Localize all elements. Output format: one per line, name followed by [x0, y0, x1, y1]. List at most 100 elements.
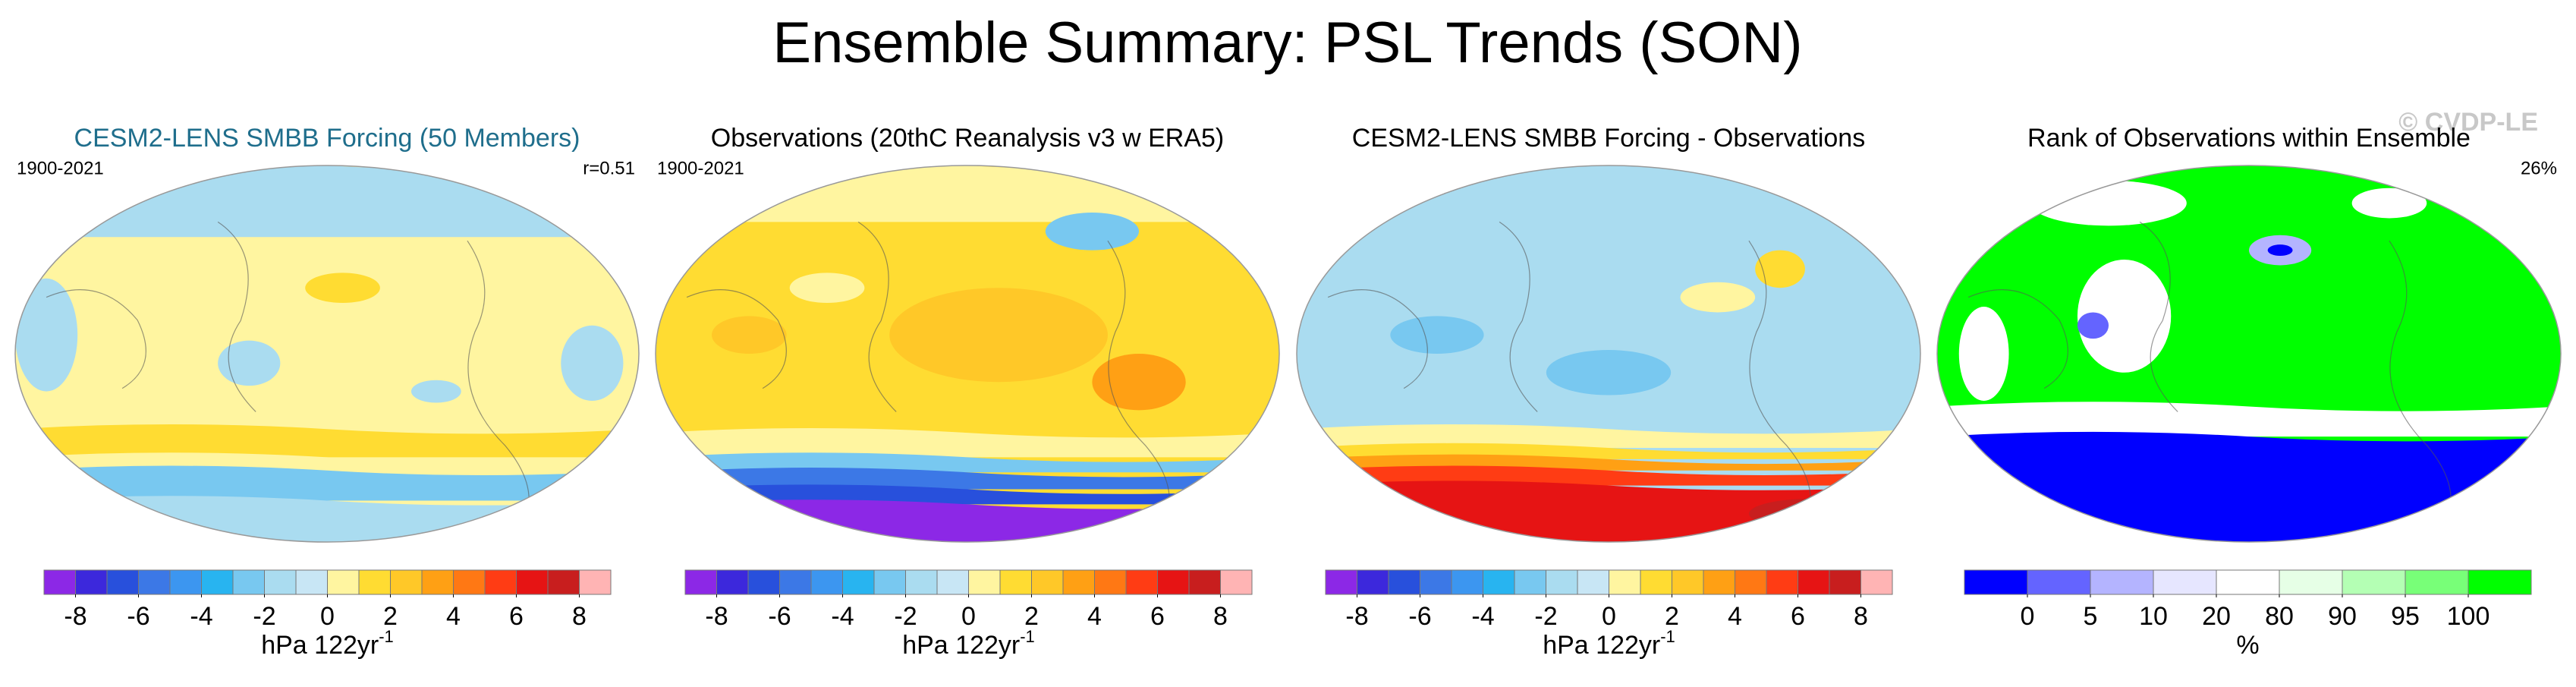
map-field — [2267, 244, 2293, 257]
map-field — [15, 424, 639, 458]
colorbar-box — [1188, 569, 1221, 595]
map-outline — [14, 165, 640, 543]
colorbar-box — [358, 569, 391, 595]
panel-title: CESM2-LENS SMBB Forcing (50 Members) — [74, 124, 580, 153]
map-field — [656, 468, 1279, 490]
map-field — [1092, 354, 1186, 411]
colorbar-tick-label: 10 — [2139, 602, 2168, 631]
colorbar-box — [169, 569, 202, 595]
colorbar-units: hPa 122yr-1 — [261, 627, 394, 660]
colorbar-box — [1609, 569, 1641, 595]
colorbar-box — [1451, 569, 1483, 595]
colorbar-box — [1514, 569, 1546, 595]
colorbar-tick-label: 0 — [961, 602, 976, 631]
colorbar-box — [390, 569, 423, 595]
map-field — [1390, 316, 1484, 355]
map-field — [15, 278, 78, 392]
map-field — [656, 165, 1279, 222]
map-field — [15, 165, 639, 238]
colorbar-box — [747, 569, 780, 595]
colorbar-box — [2279, 569, 2343, 595]
colorbar-units: % — [2236, 631, 2259, 660]
map-field — [2077, 312, 2109, 339]
colorbar-box — [1388, 569, 1420, 595]
colorbar-box — [75, 569, 108, 595]
period-label: 1900-2021 — [17, 158, 104, 178]
colorbar-box — [810, 569, 843, 595]
colorbar-box — [2467, 569, 2532, 595]
colorbar-tick-label: 95 — [2391, 602, 2420, 631]
colorbar-box — [1735, 569, 1767, 595]
map — [1297, 165, 1920, 542]
colorbar-tick-label: -2 — [894, 602, 917, 631]
colorbar-tick-label: -4 — [190, 602, 212, 631]
colorbar-tick-label: 4 — [1087, 602, 1102, 631]
map-field — [218, 340, 281, 386]
colorbar-box — [1483, 569, 1515, 595]
map-field — [789, 273, 865, 304]
map-field — [656, 452, 1279, 473]
map-field — [2030, 180, 2187, 226]
colorbar-tick-label: -2 — [253, 602, 275, 631]
colorbar-box — [968, 569, 1001, 595]
map-field — [711, 316, 787, 355]
colorbar-box — [842, 569, 875, 595]
colorbar-tick-label: -6 — [127, 602, 149, 631]
colorbar-tick-label: 0 — [320, 602, 335, 631]
colorbar-box — [2405, 569, 2469, 595]
colorbar-tick-label: -8 — [64, 602, 86, 631]
colorbar-tick-label: 6 — [509, 602, 524, 631]
colorbar-box — [1672, 569, 1704, 595]
map-field — [656, 484, 1279, 505]
colorbar-tick-label: 4 — [1728, 602, 1742, 631]
colorbar-box — [1031, 569, 1064, 595]
units-text: hPa 122yr — [902, 631, 1020, 660]
colorbar-tick-label: 2 — [1665, 602, 1679, 631]
colorbar-box — [684, 569, 717, 595]
map-field — [561, 325, 624, 401]
colorbar-tick-label: 2 — [383, 602, 398, 631]
colorbar-box — [905, 569, 938, 595]
map-field — [889, 288, 1108, 383]
colorbar-box — [232, 569, 265, 595]
map-field — [1297, 424, 1920, 448]
colorbar-tick-label: 0 — [1602, 602, 1616, 631]
map-field — [1937, 431, 2561, 542]
colorbar-box — [484, 569, 517, 595]
map-field — [656, 427, 1279, 458]
colorbar-box — [2090, 569, 2154, 595]
colorbar-box — [2216, 569, 2280, 595]
colorbar-tick-label: 6 — [1150, 602, 1165, 631]
colorbar-box — [547, 569, 580, 595]
map-field — [15, 496, 639, 542]
figure-title: Ensemble Summary: PSL Trends (SON) — [772, 11, 1802, 75]
colorbar-box — [873, 569, 906, 595]
colorbar-tick-label: 4 — [446, 602, 461, 631]
colorbar-tick-label: 6 — [1791, 602, 1805, 631]
colorbar-box — [999, 569, 1032, 595]
colorbar-tick-label: 5 — [2084, 602, 2098, 631]
map-field — [1748, 498, 1874, 529]
colorbar-tick-label: -6 — [1408, 602, 1431, 631]
colorbar-box — [327, 569, 360, 595]
colorbar-box — [1766, 569, 1798, 595]
colorbar-tick-label: 8 — [1213, 602, 1228, 631]
colorbar-box — [1964, 569, 2028, 595]
coastline — [1967, 221, 2452, 530]
colorbar-box — [2153, 569, 2217, 595]
map-field — [1546, 350, 1672, 395]
colorbar-box — [1798, 569, 1830, 595]
colorbar-box — [295, 569, 328, 595]
colorbar-box — [1325, 569, 1357, 595]
colorbar-tick-label: 90 — [2328, 602, 2357, 631]
map-field — [1045, 213, 1140, 251]
colorbar-box — [1094, 569, 1127, 595]
colorbar-tick-label: 8 — [1854, 602, 1868, 631]
watermark: © CVDP-LE — [2398, 108, 2538, 137]
coastline — [1327, 221, 1811, 530]
colorbar-box — [1860, 569, 1893, 595]
colorbar-tick-label: 100 — [2447, 602, 2490, 631]
panel-title: CESM2-LENS SMBB Forcing - Observations — [1352, 124, 1865, 153]
colorbar-tick-label: 2 — [1024, 602, 1039, 631]
